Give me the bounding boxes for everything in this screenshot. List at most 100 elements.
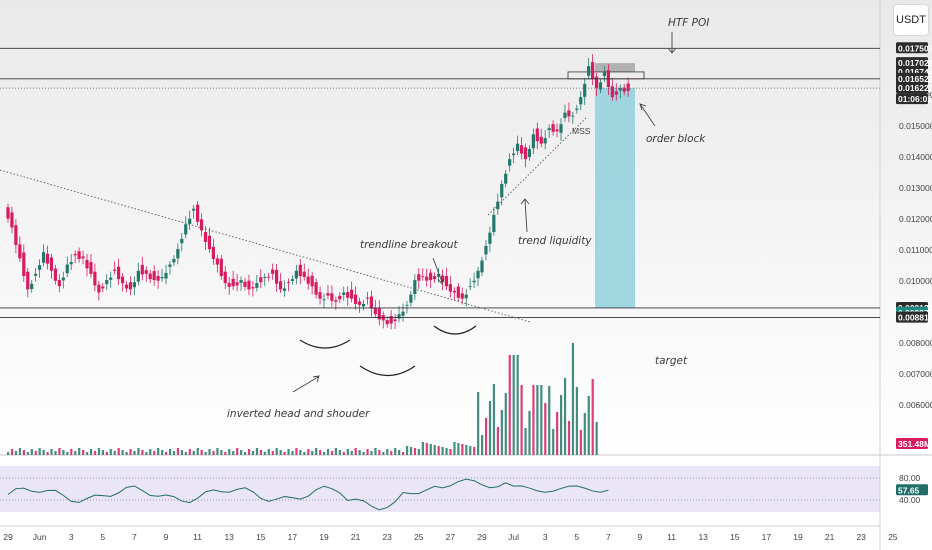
volume-bar: [66, 452, 69, 455]
volume-bar: [220, 450, 223, 455]
time-tick-label: 11: [193, 532, 202, 542]
time-tick-label: 17: [762, 532, 772, 542]
volume-bar: [172, 451, 176, 455]
candle: [136, 270, 140, 282]
volume-bar: [295, 448, 298, 455]
time-tick-label: 19: [319, 532, 329, 542]
volume-bar: [571, 343, 575, 455]
price-badge-support-bottom-bg: [896, 311, 928, 323]
candle: [61, 277, 65, 281]
volume-bar: [62, 450, 65, 455]
candle: [117, 266, 121, 280]
candle: [350, 289, 354, 299]
candle: [464, 294, 468, 299]
volume-bar: [50, 449, 53, 455]
time-tick-label: 7: [606, 532, 611, 542]
candle: [34, 273, 38, 276]
candle: [251, 287, 255, 289]
currency-button[interactable]: USDT: [893, 4, 929, 36]
candle: [271, 269, 275, 274]
candle: [472, 280, 476, 283]
price-badge-support-bottom: 0.008819: [898, 313, 932, 323]
volume-bar: [283, 452, 286, 455]
volume-bar: [516, 355, 519, 455]
volume-bar: [587, 396, 590, 455]
volume-bar: [42, 450, 45, 455]
volume-bar: [149, 449, 152, 455]
volume-bar: [188, 449, 191, 455]
candle: [235, 282, 239, 286]
candle: [65, 264, 69, 274]
volume-bar: [153, 451, 156, 455]
candle: [227, 282, 231, 287]
candle: [504, 173, 508, 184]
htf-poi-label: HTF POI: [668, 17, 709, 29]
candle: [425, 276, 429, 281]
candle: [172, 258, 176, 263]
volume-bar: [38, 448, 41, 455]
volume-bar: [287, 449, 290, 455]
candle: [219, 258, 223, 277]
candle: [148, 273, 152, 280]
volume-bar: [291, 451, 294, 455]
volume-bar: [141, 450, 144, 455]
volume-bar: [113, 451, 116, 455]
volume-bar: [157, 448, 160, 455]
volume-bar: [500, 410, 503, 455]
candle: [591, 62, 595, 80]
volume-bar: [18, 448, 22, 455]
candle: [555, 129, 559, 132]
volume-bar: [544, 403, 547, 455]
time-tick-label: 19: [793, 532, 803, 542]
candle: [18, 244, 22, 259]
candle: [369, 296, 373, 309]
candle: [563, 112, 567, 118]
candle: [211, 246, 215, 259]
volume-bar: [271, 451, 274, 455]
candle: [587, 66, 591, 76]
candle: [389, 316, 393, 324]
volume-bar: [208, 449, 211, 455]
candle: [38, 265, 42, 270]
htf-poi-arrow: [667, 32, 677, 54]
left-shoulder-arc: [299, 339, 351, 349]
volume-bar: [591, 379, 594, 455]
candle: [275, 269, 279, 284]
volume-bar: [74, 451, 77, 455]
candle: [460, 293, 464, 299]
candle: [397, 314, 401, 319]
candle: [53, 268, 57, 281]
descending-trendline: [0, 169, 531, 323]
candle: [259, 277, 263, 283]
htf-poi-zone: [595, 63, 635, 72]
candle: [109, 277, 113, 280]
volume-bar: [82, 450, 85, 455]
time-tick-label: Jul: [508, 532, 519, 542]
candle: [342, 292, 346, 295]
candle: [160, 276, 164, 279]
volume-bar: [184, 452, 187, 455]
time-tick-label: 21: [351, 532, 361, 542]
candle: [255, 283, 259, 288]
candle: [610, 86, 614, 98]
volume-bar: [125, 452, 128, 455]
time-tick-label: 11: [667, 532, 676, 542]
volume-bar: [70, 449, 73, 455]
volume-bar: [330, 451, 334, 455]
candle: [124, 284, 129, 289]
volume-bar: [366, 449, 369, 455]
volume-bar: [129, 449, 132, 455]
time-tick-label: 25: [414, 532, 424, 542]
volume-bar: [251, 451, 255, 455]
candle: [290, 279, 294, 281]
price-badge-ob-bottom-bg: [896, 72, 928, 84]
volume-bar: [413, 448, 417, 455]
price-badge-last: 0.016222: [898, 83, 932, 93]
volume-bar: [323, 452, 326, 455]
candle: [282, 288, 287, 291]
candle: [444, 276, 449, 287]
volume-bar: [326, 449, 330, 455]
candle: [361, 303, 366, 307]
volume-bar: [358, 450, 361, 455]
